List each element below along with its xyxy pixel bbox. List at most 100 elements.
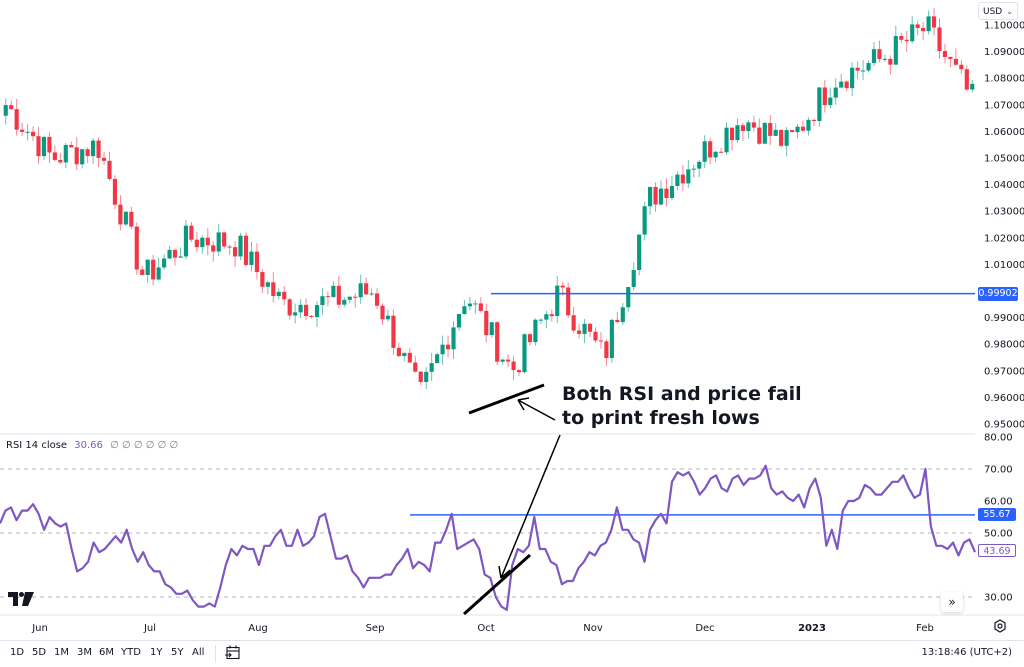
candle-up <box>746 122 751 132</box>
chart-canvas[interactable]: 1.10000 1.09000 1.08000 1.07000 1.06000 1.050… <box>0 0 1024 640</box>
candle-down <box>822 87 827 106</box>
time-axis-label: Feb <box>916 623 934 634</box>
candle-down <box>729 127 735 141</box>
calendar-goto-icon[interactable] <box>224 644 242 662</box>
candle-down <box>118 204 123 225</box>
rsi-axis-tick: 60.00 <box>984 497 1013 508</box>
candle-down <box>194 239 199 248</box>
clock-timezone[interactable]: 13:18:46 (UTC+2) <box>921 647 1012 658</box>
candle-down <box>484 310 489 336</box>
candle-down <box>789 130 795 133</box>
candle-down <box>566 287 571 316</box>
candle-up <box>724 127 729 153</box>
candle-up <box>850 67 855 89</box>
range-5d-button[interactable]: 5D <box>32 647 47 658</box>
range-1d-button[interactable]: 1D <box>10 647 25 658</box>
candle-down <box>353 296 358 298</box>
price-axis-tick: 0.97000 <box>984 366 1024 377</box>
price-axis-tick: 1.07000 <box>984 100 1024 111</box>
rsi-axis-tick: 70.00 <box>984 465 1013 476</box>
candle-up <box>970 83 975 90</box>
candle-up <box>156 267 161 280</box>
candle-down <box>336 285 341 305</box>
range-all-button[interactable]: All <box>192 647 205 658</box>
candle-down <box>495 322 500 362</box>
range-1y-button[interactable]: 1Y <box>150 647 163 658</box>
candle-up <box>314 305 320 318</box>
currency-selector[interactable]: USD ⌄ <box>978 2 1018 20</box>
candle-down <box>380 305 385 320</box>
candle-down <box>364 283 369 295</box>
candle-up <box>331 285 336 297</box>
candle-down <box>768 122 773 136</box>
candle-up <box>80 149 85 165</box>
candle-up <box>402 352 407 357</box>
candle-down <box>396 347 401 357</box>
price-axis-tick: 1.09000 <box>984 47 1024 58</box>
candle-down <box>719 151 724 153</box>
range-1m-button[interactable]: 1M <box>54 647 69 658</box>
candle-down <box>779 129 784 146</box>
candle-up <box>675 174 680 187</box>
annotation-line-1: Both RSI and price fail <box>562 383 802 405</box>
time-axis-label: Dec <box>695 623 714 634</box>
candle-up <box>347 296 352 300</box>
candle-down <box>243 235 249 265</box>
candle-up <box>293 312 298 316</box>
time-axis-label: Jul <box>143 623 156 634</box>
candle-down <box>254 251 259 273</box>
candle-up <box>882 58 887 60</box>
candle-up <box>860 70 866 72</box>
candle-down <box>85 149 90 157</box>
candle-down <box>811 119 816 122</box>
candle-up <box>609 319 614 359</box>
candle-up <box>555 285 560 317</box>
candle-down <box>325 296 330 298</box>
rsi-legend-na-values: ∅ ∅ ∅ ∅ ∅ ∅ <box>110 440 179 451</box>
candle-up <box>866 63 871 71</box>
candle-up <box>123 211 128 225</box>
candle-down <box>899 36 904 40</box>
candle-up <box>435 354 440 364</box>
candle-down <box>9 105 14 110</box>
chart-settings-icon[interactable] <box>993 619 1007 633</box>
candle-up <box>63 144 68 163</box>
range-3m-button[interactable]: 3M <box>77 647 92 658</box>
candle-down <box>653 186 658 205</box>
candle-down <box>407 352 412 363</box>
price-axis-tick: 1.02000 <box>984 233 1024 244</box>
candle-up <box>926 16 931 32</box>
scroll-to-realtime-button[interactable]: » <box>941 592 963 612</box>
double-chevron-right-icon: » <box>948 595 956 609</box>
time-axis-label: Aug <box>248 623 268 634</box>
candle-down <box>58 159 63 163</box>
arrow-to-rsi-icon <box>498 434 561 579</box>
candle-up <box>544 314 549 320</box>
candle-up <box>216 232 221 252</box>
tradingview-logo-icon[interactable] <box>8 592 34 606</box>
candle-down <box>740 125 745 132</box>
rsi-legend[interactable]: RSI 14 close 30.66 ∅ ∅ ∅ ∅ ∅ ∅ <box>6 440 178 451</box>
candle-down <box>959 64 964 70</box>
candle-up <box>3 105 8 116</box>
candle-down <box>222 232 227 247</box>
candle-up <box>500 359 505 362</box>
candle-down <box>287 299 292 316</box>
candle-down <box>587 323 593 332</box>
candle-down <box>708 141 713 158</box>
price-axis-tick: 1.04000 <box>984 180 1024 191</box>
range-6m-button[interactable]: 6M <box>99 647 114 658</box>
candle-up <box>702 141 707 162</box>
price-axis-tick: 0.98000 <box>984 340 1024 351</box>
price-axis-tick: 1.08000 <box>984 74 1024 85</box>
candle-up <box>893 36 898 65</box>
range-ytd-button[interactable]: YTD <box>121 647 141 658</box>
currency-label: USD <box>983 7 1003 17</box>
range-5y-button[interactable]: 5Y <box>171 647 184 658</box>
candle-up <box>91 140 96 157</box>
candle-down <box>129 211 134 227</box>
candle-down <box>577 330 582 334</box>
candle-up <box>238 235 243 257</box>
candle-up <box>298 304 303 313</box>
candle-down <box>211 245 216 252</box>
